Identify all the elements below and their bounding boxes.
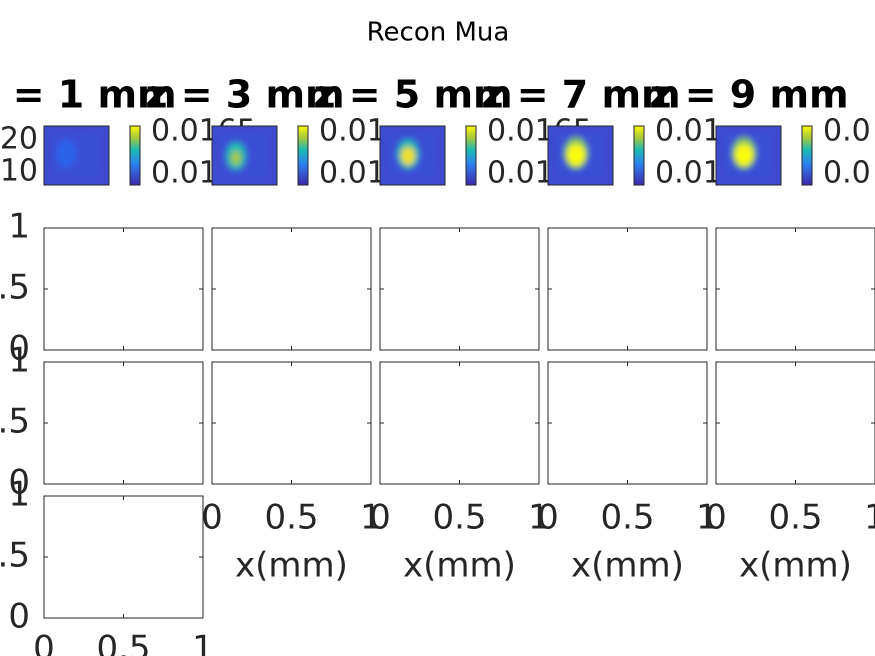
y-tick-label: 0.5 — [0, 402, 30, 442]
colorbar — [297, 125, 309, 186]
colorbar — [465, 125, 477, 186]
heatmap — [43, 125, 110, 186]
axes — [379, 227, 540, 351]
y-tick-label: 0 — [8, 597, 30, 637]
colorbar-label: 0.01 — [319, 114, 386, 149]
y-tick-label: 1 — [8, 207, 30, 247]
colorbar — [633, 125, 645, 186]
axes — [715, 361, 875, 485]
y-tick-label: 10 — [0, 154, 38, 189]
heatmap — [547, 125, 614, 186]
x-tick-label: 1 — [864, 498, 875, 538]
x-axis-label: x(mm) — [403, 546, 516, 586]
x-tick-label: 0 — [537, 498, 559, 538]
x-tick-label: 1 — [696, 498, 718, 538]
x-tick-label: 0.5 — [96, 629, 150, 656]
axes — [43, 227, 204, 351]
colorbar-label: 0.01 — [319, 156, 386, 191]
axes — [211, 361, 372, 485]
y-tick-label: 0 — [8, 463, 30, 503]
panel-title: z = 9 mm — [649, 73, 848, 117]
x-tick-label: 0 — [201, 498, 223, 538]
x-tick-label: 1 — [360, 498, 382, 538]
panel-title: z = 5 mm — [313, 73, 512, 117]
panel-title: z = 3 mm — [145, 73, 344, 117]
panel-title: z = 7 mm — [481, 73, 680, 117]
heatmap-blob — [567, 144, 585, 166]
y-tick-label: 0.5 — [0, 536, 30, 576]
heatmap-blobs — [556, 134, 603, 176]
y-tick-label: 1 — [8, 475, 30, 515]
x-tick-label: 0.5 — [768, 498, 822, 538]
y-tick-label: 0.5 — [0, 268, 30, 308]
heatmap-blobs — [724, 134, 771, 176]
heatmap — [211, 125, 278, 186]
axes — [547, 227, 708, 351]
x-tick-label: 0.5 — [264, 498, 318, 538]
x-tick-label: 0 — [705, 498, 727, 538]
axes — [211, 227, 372, 351]
x-axis-label: x(mm) — [739, 546, 852, 586]
colorbar-label: 0.0 — [823, 156, 871, 191]
x-axis-label: x(mm) — [571, 546, 684, 586]
axes — [715, 227, 875, 351]
x-tick-label: 1 — [192, 629, 214, 656]
panel-title: z = 1 mm — [0, 73, 177, 117]
x-axis-label: x(mm) — [235, 546, 348, 586]
y-tick-label: 0 — [8, 329, 30, 369]
x-tick-label: 1 — [528, 498, 550, 538]
axes — [43, 495, 204, 619]
x-tick-label: 0.5 — [600, 498, 654, 538]
colorbar — [801, 125, 813, 186]
axes — [379, 361, 540, 485]
heatmap-blob — [56, 140, 76, 168]
heatmap — [715, 125, 782, 186]
colorbar-label: 0.01 — [655, 156, 722, 191]
heatmap-blob — [735, 144, 753, 166]
axes — [43, 361, 204, 485]
axes — [547, 361, 708, 485]
x-tick-label: 0 — [369, 498, 391, 538]
y-tick-label: 1 — [8, 341, 30, 381]
colorbar — [129, 125, 141, 186]
y-tick-label: 20 — [0, 122, 38, 157]
colorbar-label: 0.0 — [823, 114, 871, 149]
heatmap-blobs — [220, 134, 267, 176]
heatmap-blob — [401, 147, 415, 165]
x-tick-label: 0 — [33, 629, 55, 656]
heatmap-blobs — [52, 134, 99, 176]
heatmap-blob — [231, 151, 241, 165]
colorbar-label: 0.01 — [655, 114, 722, 149]
heatmap-blobs — [388, 134, 435, 176]
figure-title: Recon Mua — [367, 18, 510, 48]
x-tick-label: 0.5 — [432, 498, 486, 538]
heatmap — [379, 125, 446, 186]
